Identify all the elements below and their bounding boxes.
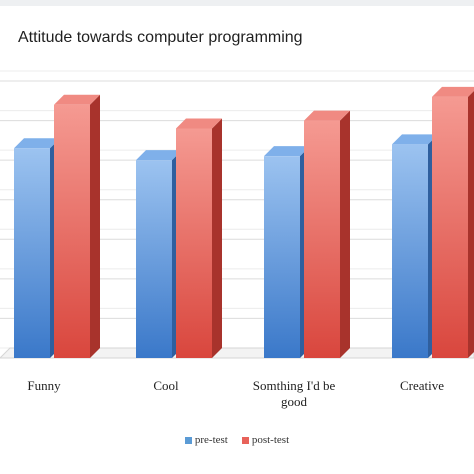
bar-front	[264, 156, 300, 358]
bar-post-test-3	[432, 86, 474, 358]
x-tick-label-1: Cool	[153, 378, 179, 393]
bar-top	[176, 118, 222, 129]
bar-front	[176, 128, 212, 358]
legend-label-pre-test: pre-test	[194, 434, 228, 446]
legend-label-post-test: post-test	[251, 434, 290, 446]
legend-swatch-pre-test	[184, 436, 192, 444]
bar-post-test-1	[176, 118, 222, 358]
bar-side	[212, 118, 222, 358]
bar-side	[340, 110, 350, 358]
bar-pre-test-3	[392, 134, 438, 358]
bar-top	[264, 146, 310, 157]
x-tick-label-line: good	[281, 394, 308, 409]
bar-top	[432, 86, 474, 97]
category-labels: Funny Cool Somthing I'd be good Creative	[27, 378, 444, 409]
x-tick-label-line: Cool	[153, 378, 179, 393]
bar-front	[392, 144, 428, 358]
bar-post-test-2	[304, 110, 350, 358]
bar-front	[136, 160, 172, 358]
bar-pre-test-2	[264, 146, 310, 358]
bar-front	[432, 96, 468, 358]
x-tick-label-line: Somthing I'd be	[253, 378, 336, 393]
bar-pre-test-1	[136, 150, 182, 358]
legend: pre-test post-test	[0, 434, 474, 446]
legend-item-pre-test: pre-test	[184, 434, 228, 446]
bar-top	[136, 150, 182, 161]
x-tick-label-3: Creative	[400, 378, 444, 393]
bar-top	[304, 110, 350, 121]
bar-side	[90, 94, 100, 358]
x-tick-label-2: Somthing I'd be good	[253, 378, 336, 409]
bar-pre-test-0	[14, 138, 60, 358]
legend-swatch-post-test	[241, 436, 249, 444]
bars-group	[14, 86, 474, 358]
bar-front	[14, 148, 50, 358]
bar-side	[468, 90, 474, 358]
top-border	[0, 0, 474, 6]
bar-front	[304, 120, 340, 358]
bar-top	[392, 134, 438, 145]
x-tick-label-0: Funny	[27, 378, 61, 393]
legend-item-post-test: post-test	[241, 434, 290, 446]
x-tick-label-line: Creative	[400, 378, 444, 393]
bar-front	[54, 104, 90, 358]
x-tick-label-line: Funny	[27, 378, 61, 393]
bar-top	[14, 138, 60, 149]
chart-title: Attitude towards computer programming	[18, 29, 303, 46]
bar-post-test-0	[54, 94, 100, 358]
bar-top	[54, 94, 100, 105]
